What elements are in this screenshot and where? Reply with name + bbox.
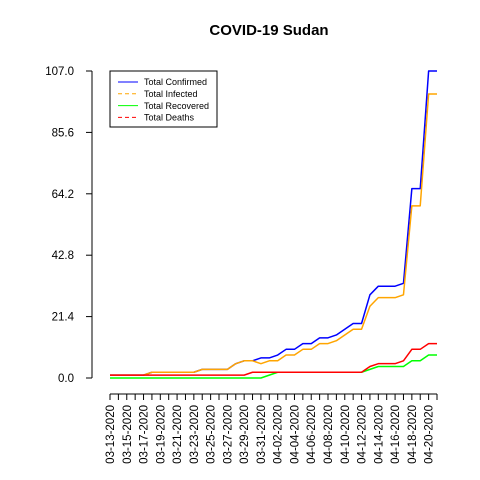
x-tick-label: 04-18-2020	[407, 405, 419, 464]
x-tick-label: 03-17-2020	[139, 405, 151, 464]
x-tick-label: 03-21-2020	[172, 405, 184, 464]
legend-label: Total Confirmed	[144, 77, 207, 87]
x-tick-label: 03-31-2020	[256, 405, 268, 464]
y-tick-label: 64.2	[52, 189, 74, 201]
x-tick-label: 04-06-2020	[306, 405, 318, 464]
x-tick-label: 04-02-2020	[273, 405, 285, 464]
x-tick-label: 04-14-2020	[373, 405, 385, 464]
x-tick-label: 03-19-2020	[155, 405, 167, 464]
x-tick-label: 03-29-2020	[239, 405, 251, 464]
x-tick-label: 04-04-2020	[289, 405, 301, 464]
y-tick-label: 107.0	[45, 66, 74, 78]
x-tick-label: 03-15-2020	[122, 405, 134, 464]
series-line-total-recovered	[110, 354, 437, 379]
x-tick-label: 04-16-2020	[390, 405, 402, 464]
series-line-total-infected	[110, 93, 437, 376]
chart-title: COVID-19 Sudan	[209, 22, 328, 39]
x-tick-label: 04-08-2020	[323, 405, 335, 464]
y-tick-label: 21.4	[52, 312, 75, 324]
x-axis: 03-13-2020 03-15-2020 03-17-2020 03-19-2020…	[105, 393, 438, 464]
series-layer	[110, 70, 437, 379]
legend-label: Total Recovered	[144, 101, 209, 111]
legend-label: Total Infected	[144, 89, 198, 99]
y-axis: 0.0 21.4 42.8 64.2 85.6 107.0	[45, 66, 93, 385]
x-tick-label: 03-27-2020	[222, 405, 234, 464]
x-tick-label: 03-13-2020	[105, 405, 117, 464]
legend: Total Confirmed Total Infected Total Recov…	[109, 70, 218, 128]
x-tick-label: 03-25-2020	[206, 405, 218, 464]
x-tick-label: 04-12-2020	[357, 405, 369, 464]
y-tick-label: 0.0	[58, 373, 74, 385]
series-line-total-deaths	[110, 342, 437, 376]
x-tick-label: 03-23-2020	[189, 405, 201, 464]
y-tick-label: 42.8	[52, 250, 74, 262]
legend-label: Total Deaths	[144, 113, 195, 123]
x-tick-label: 04-20-2020	[424, 405, 436, 464]
y-tick-label: 85.6	[52, 127, 74, 139]
x-tick-label: 04-10-2020	[340, 405, 352, 464]
